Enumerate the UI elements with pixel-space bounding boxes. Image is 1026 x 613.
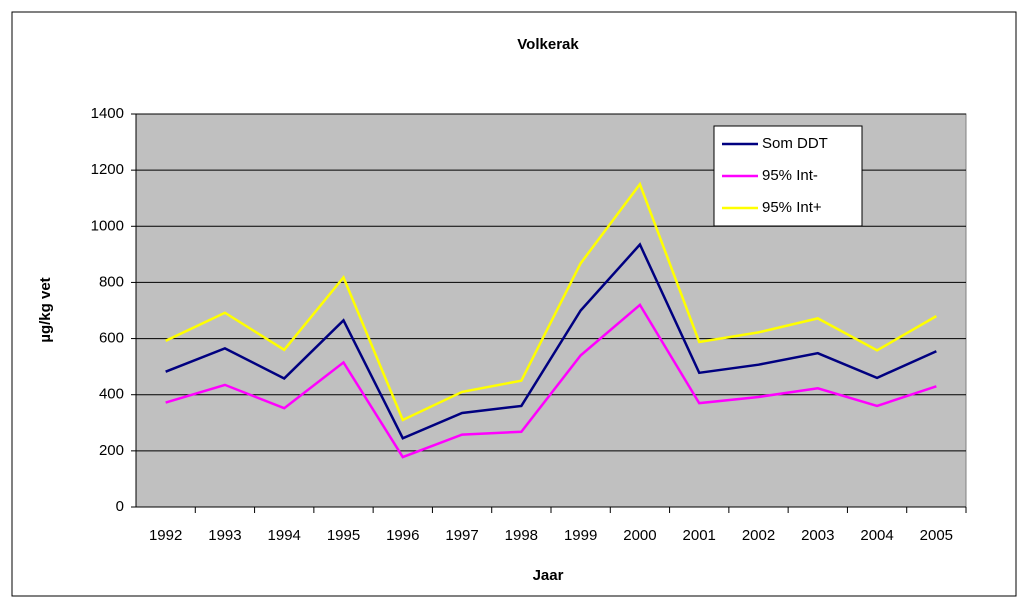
y-tick-label: 0 (116, 498, 124, 515)
x-tick-label: 1994 (268, 527, 301, 544)
x-tick-label: 2004 (860, 527, 893, 544)
x-tick-label: 2002 (742, 527, 775, 544)
legend-label: 95% Int- (762, 167, 818, 184)
legend-box (713, 125, 863, 227)
x-tick-label: 1995 (327, 527, 360, 544)
series-line (165, 181, 937, 422)
y-tick-label: 600 (99, 330, 124, 347)
x-tick-label: 1996 (386, 527, 419, 544)
y-tick-label: 1000 (91, 217, 124, 234)
y-tick-label: 1400 (91, 105, 124, 122)
x-tick-label: 2005 (920, 527, 953, 544)
y-tick-label: 800 (99, 273, 124, 290)
x-tick-label: 2001 (683, 527, 716, 544)
series-line (165, 302, 937, 459)
x-tick-label: 2003 (801, 527, 834, 544)
series-line (165, 242, 937, 440)
x-tick-label: 1997 (445, 527, 478, 544)
legend-label: Som DDT (762, 135, 828, 152)
y-tick-label: 200 (99, 442, 124, 459)
x-tick-label: 1999 (564, 527, 597, 544)
x-tick-label: 2000 (623, 527, 656, 544)
x-tick-label: 1992 (149, 527, 182, 544)
y-tick-label: 400 (99, 386, 124, 403)
x-axis-label: Jaar (533, 567, 564, 584)
chart-title: Volkerak (517, 36, 579, 53)
y-tick-label: 1200 (91, 161, 124, 178)
x-tick-label: 1998 (505, 527, 538, 544)
x-tick-label: 1993 (208, 527, 241, 544)
y-axis-label: µg/kg vet (37, 277, 54, 342)
legend-label: 95% Int+ (762, 199, 822, 216)
